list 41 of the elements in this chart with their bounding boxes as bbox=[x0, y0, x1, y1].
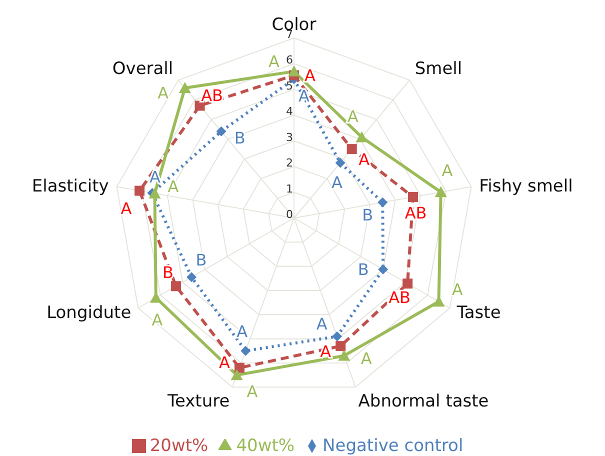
legend-label: 20wt% bbox=[150, 436, 208, 456]
text: B bbox=[358, 260, 369, 280]
y-tick-label: 3 bbox=[286, 130, 293, 144]
y-tick-label: 1 bbox=[286, 182, 293, 196]
y-tick-label: 4 bbox=[286, 105, 293, 118]
text: A bbox=[347, 107, 358, 126]
text: A bbox=[158, 84, 169, 103]
text: AB bbox=[201, 86, 224, 105]
spoke-label: Elasticity bbox=[32, 176, 109, 196]
legend-label: 40wt% bbox=[236, 436, 295, 456]
spoke-label: Smell bbox=[414, 58, 462, 79]
text: A bbox=[332, 172, 343, 192]
text: A bbox=[168, 177, 179, 196]
text: A bbox=[442, 161, 453, 180]
legend-label: Negative control bbox=[322, 436, 464, 456]
text: A bbox=[298, 86, 310, 106]
spoke-label: Fishy smell bbox=[479, 176, 573, 196]
spoke-label: Abnormal taste bbox=[358, 392, 489, 412]
y-tick-label: 2 bbox=[286, 156, 293, 170]
text: B bbox=[162, 262, 174, 282]
text: A bbox=[268, 52, 280, 71]
text: A bbox=[304, 66, 316, 85]
y-tick-label: 5 bbox=[286, 79, 293, 92]
text: A bbox=[452, 280, 463, 299]
spoke-label: Overall bbox=[112, 58, 174, 79]
text: A bbox=[360, 348, 372, 368]
text: A bbox=[246, 382, 258, 401]
text: B bbox=[234, 128, 246, 148]
spoke-label: Texture bbox=[166, 392, 230, 412]
y-tick-label: 6 bbox=[286, 54, 293, 67]
spoke-label: Longidute bbox=[46, 303, 132, 324]
spoke-label: Taste bbox=[456, 303, 501, 324]
text: A bbox=[152, 310, 163, 330]
text: A bbox=[316, 314, 328, 334]
text: B bbox=[196, 250, 207, 270]
y-tick-label: 0 bbox=[286, 208, 293, 221]
text: AB bbox=[404, 203, 427, 222]
text: A bbox=[120, 199, 132, 218]
text: A bbox=[236, 322, 248, 342]
text: B bbox=[362, 206, 374, 225]
text: AB bbox=[388, 288, 411, 307]
